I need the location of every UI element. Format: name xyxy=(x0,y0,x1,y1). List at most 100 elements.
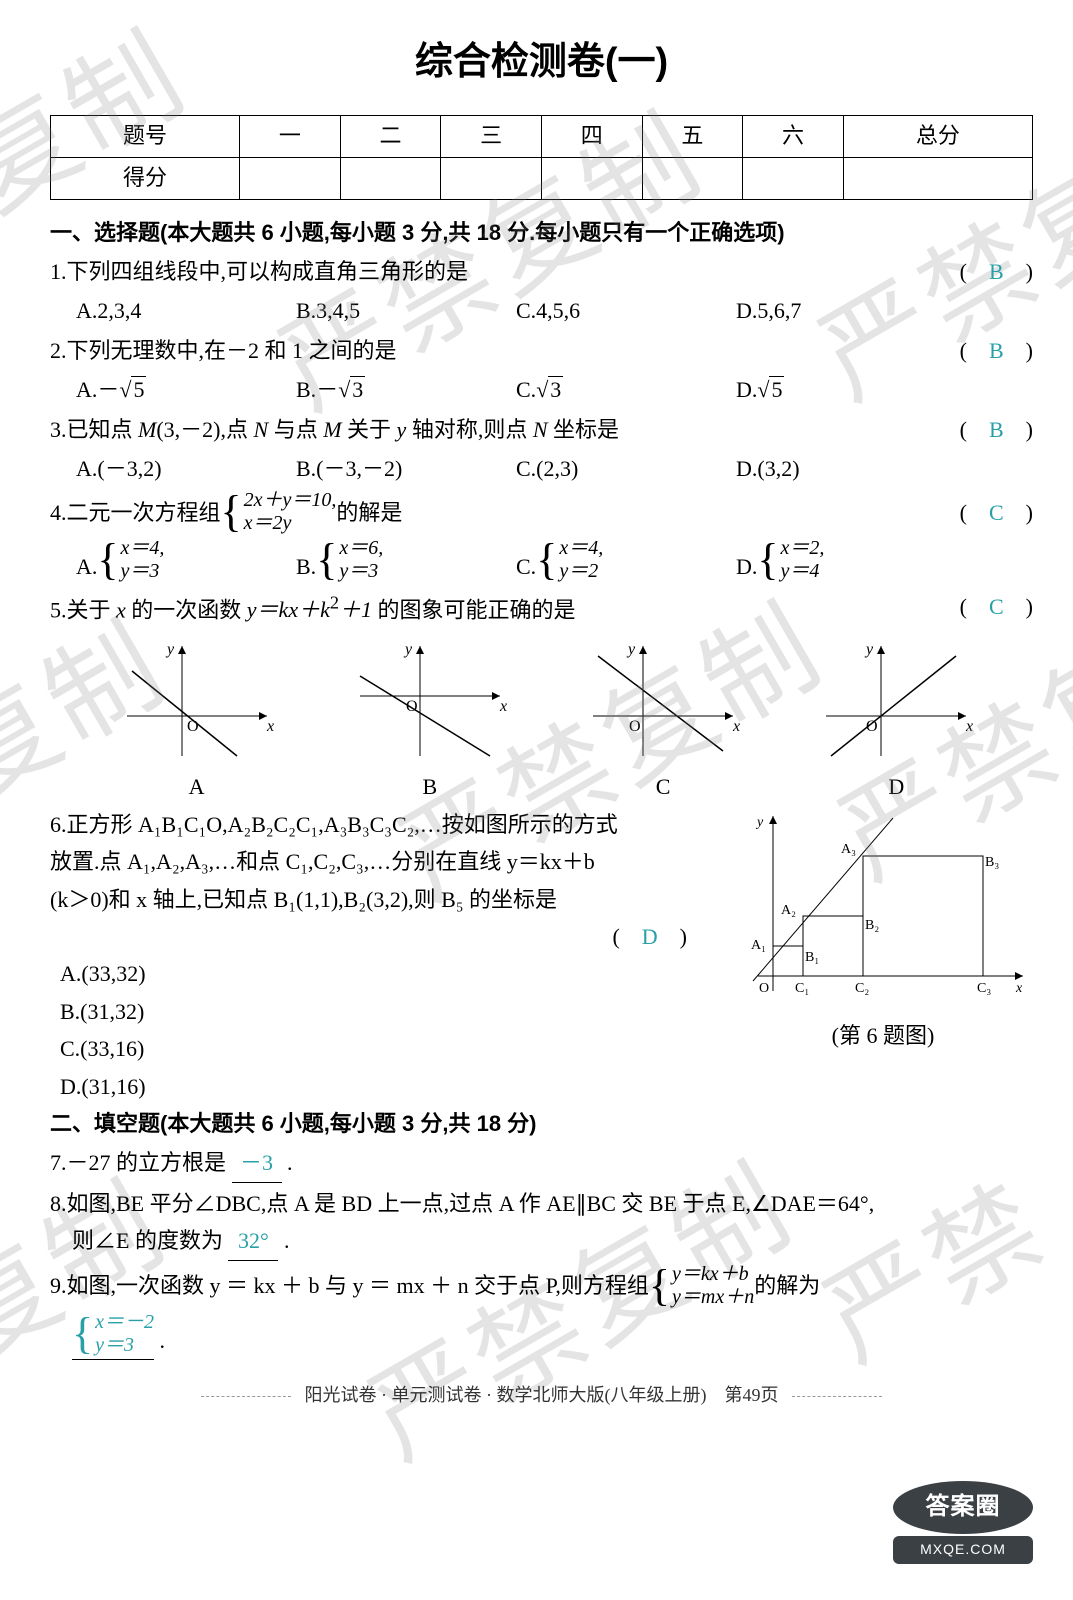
q5-graphA: x y O A xyxy=(117,636,277,805)
l: y＝3 xyxy=(121,560,165,583)
svg-text:A₂: A₂ xyxy=(781,903,796,918)
td-blank xyxy=(843,157,1032,199)
svg-text:O: O xyxy=(187,718,199,735)
svg-text:A₃: A₃ xyxy=(841,842,856,857)
l: x＝6, xyxy=(339,537,383,560)
q2-optC: C.√3 xyxy=(516,371,736,408)
lbl: C. xyxy=(516,377,536,402)
q3-options: A.(－3,2) B.(－3,－2) C.(2,3) D.(3,2) xyxy=(50,450,1033,487)
q3-paren: ( B ) xyxy=(960,411,1033,448)
th: 五 xyxy=(642,115,743,157)
svg-text:C₁: C₁ xyxy=(795,981,809,996)
q3-te: 轴对称,则点 xyxy=(406,417,533,442)
td-blank xyxy=(240,157,341,199)
q4-optD: D.{x＝2,y＝4 xyxy=(736,537,956,585)
q6-optB: B.(31,32) xyxy=(60,993,500,1030)
q6-optD: D.(31,16) xyxy=(60,1068,500,1105)
th: 三 xyxy=(441,115,542,157)
td-blank xyxy=(743,157,844,199)
q9-tail: . xyxy=(160,1328,166,1353)
page-title: 综合检测卷(一) xyxy=(50,30,1033,95)
q4-answer: C xyxy=(989,500,1004,525)
q6-figure: A₁ A₂ A₃ B₁ B₂ B₃ C₁ C₂ C₃ O x y (第 6 题图… xyxy=(733,806,1033,1055)
q4: 4.二元一次方程组 { 2x＋y＝10, x＝2y 的解是 ( C ) xyxy=(50,489,1033,535)
t: 放置.点 A₁,A₂,A₃,…和点 C₁,C₂,C₃,…分别在直线 y＝kx＋b xyxy=(50,849,595,874)
l: x＝4, xyxy=(559,537,603,560)
svg-text:C₃: C₃ xyxy=(977,981,991,996)
q3-optC: C.(2,3) xyxy=(516,450,736,487)
l: y＝mx＋n xyxy=(672,1286,754,1309)
lbl: B. xyxy=(296,377,316,402)
q2-options: A.－√5 B.－√3 C.√3 D.√5 xyxy=(50,371,1033,408)
q2-optB: B.－√3 xyxy=(296,371,516,408)
th: 二 xyxy=(340,115,441,157)
q8-l1: 8.如图,BE 平分∠DBC,点 A 是 BD 上一点,过点 A 作 AE∥BC… xyxy=(50,1185,1033,1222)
q4-optA: A.{x＝4,y＝3 xyxy=(76,537,296,585)
q3-tb: (3,－2),点 xyxy=(156,417,253,442)
svg-text:O: O xyxy=(629,718,641,735)
svg-text:y: y xyxy=(403,641,413,658)
q8-tail: . xyxy=(284,1228,290,1253)
q2: 2.下列无理数中,在－2 和 1 之间的是 ( B ) xyxy=(50,332,1033,369)
q8-l2: 则∠E 的度数为 xyxy=(72,1228,228,1253)
svg-text:A₁: A₁ xyxy=(751,938,766,953)
score-table: 题号 一 二 三 四 五 六 总分 得分 xyxy=(50,115,1033,200)
svg-text:y: y xyxy=(755,815,764,830)
q6-l3: (k＞0)和 x 轴上,已知点 B₁(1,1),B₂(3,2),则 B₅ 的坐标… xyxy=(50,881,717,918)
svg-text:x: x xyxy=(499,698,507,715)
th: 一 xyxy=(240,115,341,157)
q3-td: 关于 xyxy=(342,417,397,442)
th: 题号 xyxy=(51,115,240,157)
q5-ta: 5.关于 xyxy=(50,597,116,622)
q6-optC: C.(33,16) xyxy=(60,1030,500,1067)
q5-graphC: x y O C xyxy=(583,636,743,805)
q6: 6.正方形 A₁B₁C₁O,A₂B₂C₂C₁,A₃B₃C₃C₂,…按如图所示的方… xyxy=(50,806,1033,1105)
q7: 7.－27 的立方根是 －3 . xyxy=(50,1144,1033,1182)
q1-options: A.2,3,4 B.3,4,5 C.4,5,6 D.5,6,7 xyxy=(50,292,1033,329)
l: x＝－2 xyxy=(95,1311,154,1334)
l: y＝kx＋b xyxy=(672,1263,754,1286)
q2-optA: A.－√5 xyxy=(76,371,296,408)
q5-answer: C xyxy=(989,594,1004,619)
q9-sys: { y＝kx＋b y＝mx＋n xyxy=(649,1263,754,1309)
labelA: A xyxy=(117,768,277,805)
q4-optB: B.{x＝6,y＝3 xyxy=(296,537,516,585)
brand-stamp: 答案圈 MXQE.COM xyxy=(893,1481,1033,1564)
q6-caption: (第 6 题图) xyxy=(733,1017,1033,1054)
q4-sys1: 2x＋y＝10, xyxy=(244,489,337,512)
labelD: D xyxy=(816,768,976,805)
q5-graphD: x y O D xyxy=(816,636,976,805)
q2-answer: B xyxy=(989,338,1004,363)
q4-ta: 4.二元一次方程组 xyxy=(50,494,221,531)
q1-paren: ( B ) xyxy=(960,253,1033,290)
q4-system: { 2x＋y＝10, x＝2y xyxy=(221,489,337,535)
th: 四 xyxy=(541,115,642,157)
q4-paren: ( C ) xyxy=(960,494,1033,531)
q4-options: A.{x＝4,y＝3 B.{x＝6,y＝3 C.{x＝4,y＝2 D.{x＝2,… xyxy=(50,537,1033,585)
q2-paren: ( B ) xyxy=(960,332,1033,369)
svg-text:x: x xyxy=(965,718,973,735)
brand-name: 答案圈 xyxy=(893,1481,1033,1534)
svg-text:x: x xyxy=(1015,981,1023,996)
td-blank xyxy=(541,157,642,199)
svg-text:B₃: B₃ xyxy=(985,855,999,870)
q1-optC: C.4,5,6 xyxy=(516,292,736,329)
lbl: D. xyxy=(736,377,757,402)
q5-graphs: x y O A x y O B x y O C xyxy=(50,630,1033,805)
q7-tail: . xyxy=(287,1150,293,1175)
q3-optB: B.(－3,－2) xyxy=(296,450,516,487)
q6-optA: A.(33,32) xyxy=(60,955,500,992)
q1-answer: B xyxy=(989,259,1004,284)
td-blank xyxy=(642,157,743,199)
q5-paren: ( C ) xyxy=(960,588,1033,625)
q9: 9.如图,一次函数 y ＝ kx ＋ b 与 y ＝ mx ＋ n 交于点 P,… xyxy=(50,1263,1033,1309)
svg-text:B₁: B₁ xyxy=(805,950,819,965)
q3-optD: D.(3,2) xyxy=(736,450,956,487)
section1-heading: 一、选择题(本大题共 6 小题,每小题 3 分,共 18 分.每小题只有一个正确… xyxy=(50,214,1033,251)
q5-tc: 的图象可能正确的是 xyxy=(372,597,576,622)
l: y＝4 xyxy=(781,560,825,583)
q3-tc: 与点 xyxy=(268,417,323,442)
q5-tb: 的一次函数 xyxy=(126,597,247,622)
svg-text:x: x xyxy=(732,718,740,735)
q8: 8.如图,BE 平分∠DBC,点 A 是 BD 上一点,过点 A 作 AE∥BC… xyxy=(50,1185,1033,1261)
